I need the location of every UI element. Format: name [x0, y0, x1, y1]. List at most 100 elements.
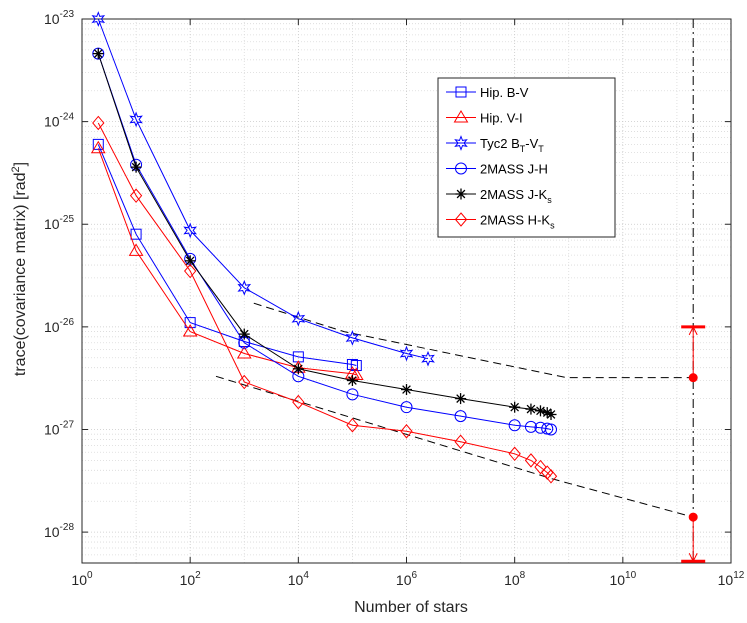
y-axis-label: trace(covariance matrix) [rad2]: [10, 162, 29, 376]
data-point: [238, 328, 250, 340]
series-2mass-j-ks: [92, 48, 557, 420]
data-point: [545, 423, 558, 436]
series-tyc2-bt-vt: [91, 11, 435, 367]
series-hip-v-i: [90, 140, 364, 380]
data-point: [128, 243, 144, 256]
asterisk-stroke: [348, 376, 357, 385]
asterisk-stroke: [510, 402, 520, 412]
asterisk-stroke: [456, 394, 465, 403]
asterisk-stroke: [402, 385, 411, 394]
x-tick-label: 108: [504, 570, 526, 588]
lower-red-point: [688, 512, 698, 522]
data-point: [130, 161, 142, 173]
data-point: [348, 367, 364, 380]
legend-label: 2MASS J-Ks: [480, 187, 552, 205]
data-point: [236, 346, 252, 359]
trend-lines: [215, 302, 694, 518]
series-hip-b-v: [92, 138, 362, 372]
legend-label: Hip. B-V: [480, 85, 529, 100]
data-point: [346, 388, 359, 401]
series-2mass-h-ks: [92, 115, 558, 484]
x-tick-label: 104: [288, 570, 310, 588]
data-point: [508, 419, 521, 432]
legend-marker: [455, 86, 467, 98]
asterisk-stroke: [185, 256, 195, 266]
y-tick-label: 10-26: [44, 317, 74, 335]
annotations: [681, 19, 706, 563]
upper-error-bar-arrowhead: [688, 325, 698, 336]
data-point: [524, 420, 537, 433]
data-point: [454, 434, 467, 449]
data-point: [346, 358, 358, 370]
data-point: [455, 393, 467, 405]
x-tick-label: 102: [180, 570, 202, 588]
data-point: [238, 374, 251, 390]
data-point: [524, 453, 538, 468]
y-tick-label: 10-23: [44, 9, 74, 27]
asterisk-stroke: [546, 410, 556, 419]
legend-entry: Hip. B-V: [446, 85, 529, 100]
data-point: [184, 263, 197, 279]
legend-entry: 2MASS J-H: [446, 162, 548, 177]
data-point: [292, 394, 305, 410]
y-tick-label: 10-25: [44, 214, 74, 232]
legend-marker: [454, 212, 468, 227]
asterisk-stroke: [239, 329, 249, 339]
x-tick-label: 106: [396, 570, 418, 588]
lower-dashed-trend: [215, 375, 694, 518]
legend-entry: Tyc2 BT-VT: [446, 135, 544, 154]
data-point: [292, 363, 304, 375]
x-tick-labels: 100 102 104 106 108 1010 1012: [71, 570, 744, 588]
y-tick-label: 10-24: [44, 112, 74, 130]
data-point: [129, 188, 143, 203]
series-line: [97, 144, 357, 366]
data-point: [92, 48, 104, 60]
asterisk-stroke: [542, 408, 552, 417]
x-tick-label: 100: [71, 570, 93, 588]
y-tick-label: 10-27: [44, 419, 74, 437]
legend-label: Tyc2 BT-VT: [480, 136, 544, 154]
data-point: [509, 401, 521, 413]
data-point: [400, 401, 413, 414]
data-point: [237, 279, 252, 296]
data-point: [90, 140, 106, 154]
data-point: [92, 115, 105, 131]
data-point: [182, 324, 198, 337]
data-point: [545, 408, 557, 420]
data-series: [90, 11, 558, 484]
axes-box: [81, 18, 732, 564]
legend: Hip. B-V Hip. V-I Tyc2 BT-VT 2MASS J-H 2MASS…: [437, 77, 616, 238]
x-axis-label: Number of stars: [354, 599, 468, 616]
legend-marker: [455, 162, 467, 175]
y-tick-labels: 10-28 10-27 10-26 10-25 10-24 10-23: [44, 9, 74, 540]
asterisk-stroke: [526, 404, 536, 414]
data-point: [454, 410, 467, 423]
asterisk-stroke: [536, 406, 545, 416]
legend-label: Hip. V-I: [480, 111, 523, 126]
data-point: [346, 375, 358, 387]
data-point: [345, 330, 360, 346]
data-point: [400, 424, 413, 439]
data-point: [534, 405, 546, 417]
data-point: [534, 459, 547, 475]
data-point: [129, 111, 143, 128]
legend-marker: [455, 188, 467, 200]
data-point: [525, 403, 537, 415]
series-line: [97, 122, 552, 477]
data-point: [401, 384, 412, 396]
data-point: [183, 222, 197, 239]
legend-entry: Hip. V-I: [446, 110, 523, 126]
data-point: [544, 469, 558, 484]
asterisk-stroke: [293, 364, 303, 374]
x-tick-label: 1010: [609, 570, 636, 588]
data-point: [291, 310, 306, 327]
data-point: [350, 360, 362, 372]
legend-label: 2MASS H-Ks: [480, 213, 555, 231]
legend-marker: [454, 135, 468, 151]
data-point: [421, 350, 435, 367]
series-line: [97, 148, 357, 376]
legend-box: [437, 77, 616, 238]
data-point: [184, 317, 196, 329]
lower-error-bar-arrowhead: [688, 553, 698, 563]
